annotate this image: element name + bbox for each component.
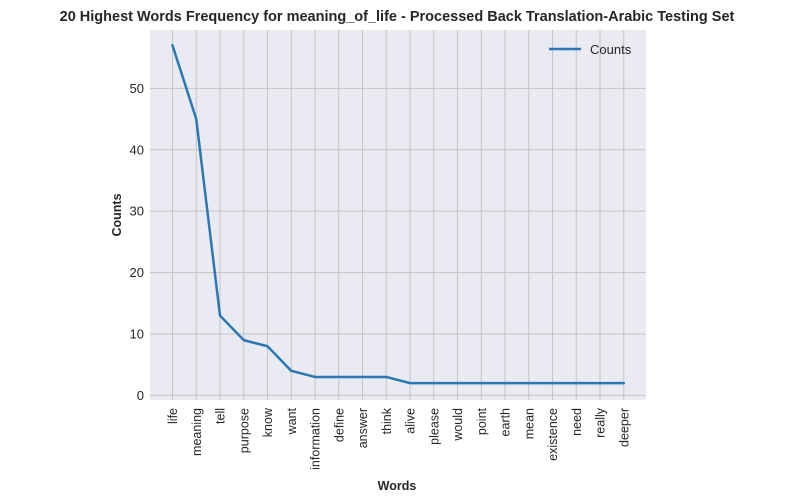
legend: Counts [549, 42, 632, 57]
data-point [218, 314, 222, 317]
x-tick-label: want [285, 407, 299, 435]
data-point [171, 44, 174, 47]
data-point [527, 381, 530, 385]
y-tick-label: 20 [130, 265, 144, 280]
y-tick-label: 10 [130, 326, 144, 341]
x-tick-label: define [332, 408, 346, 442]
x-tick-label: really [594, 407, 608, 438]
data-point [242, 338, 245, 342]
data-point [385, 375, 388, 379]
x-tick-label: meaning [190, 408, 204, 456]
data-point [337, 375, 340, 379]
plot-area [150, 30, 646, 400]
data-point [456, 381, 459, 385]
x-tick-label: know [261, 407, 275, 437]
series-layer [171, 44, 625, 385]
y-tick-label: 30 [130, 204, 144, 219]
x-tick-label: answer [356, 408, 370, 448]
data-point [622, 381, 625, 385]
x-tick-label: tell [214, 408, 228, 424]
x-tick-labels: life meaning tell purpose know want informatio… [166, 407, 631, 470]
data-point [408, 381, 412, 385]
x-tick-label: alive [404, 408, 418, 434]
data-point [266, 345, 269, 348]
data-point [290, 369, 293, 373]
y-axis-label: Counts [110, 193, 124, 236]
x-tick-label: point [475, 407, 489, 435]
x-tick-label: mean [522, 408, 536, 439]
y-tick-labels: 0 10 20 30 40 50 [130, 81, 144, 403]
data-point [313, 375, 317, 379]
x-axis-label: Words [378, 479, 417, 493]
x-tick-label: life [166, 408, 180, 424]
y-tick-label: 40 [130, 142, 144, 157]
x-tick-label: existence [546, 408, 560, 461]
y-tick-label: 50 [130, 81, 144, 96]
data-point [598, 381, 602, 385]
x-tick-label: earth [499, 408, 513, 437]
data-point [195, 117, 198, 121]
data-point [551, 381, 554, 385]
y-tick-label: 0 [137, 388, 144, 403]
chart-title: 20 Highest Words Frequency for meaning_o… [60, 9, 735, 25]
series-line-counts [171, 44, 625, 385]
x-tick-label: would [451, 408, 465, 442]
x-tick-label: please [427, 408, 441, 445]
data-point [503, 381, 507, 385]
data-point [480, 381, 483, 385]
x-tick-label: think [380, 407, 394, 434]
x-tick-label: deeper [617, 408, 631, 447]
x-tick-label: need [570, 408, 584, 436]
legend-label-counts: Counts [590, 42, 632, 57]
data-point [575, 381, 578, 385]
x-tick-label: information [309, 408, 323, 470]
data-point [361, 375, 364, 379]
gridlines [150, 30, 646, 400]
x-tick-label: purpose [237, 408, 251, 453]
data-point [432, 381, 435, 385]
